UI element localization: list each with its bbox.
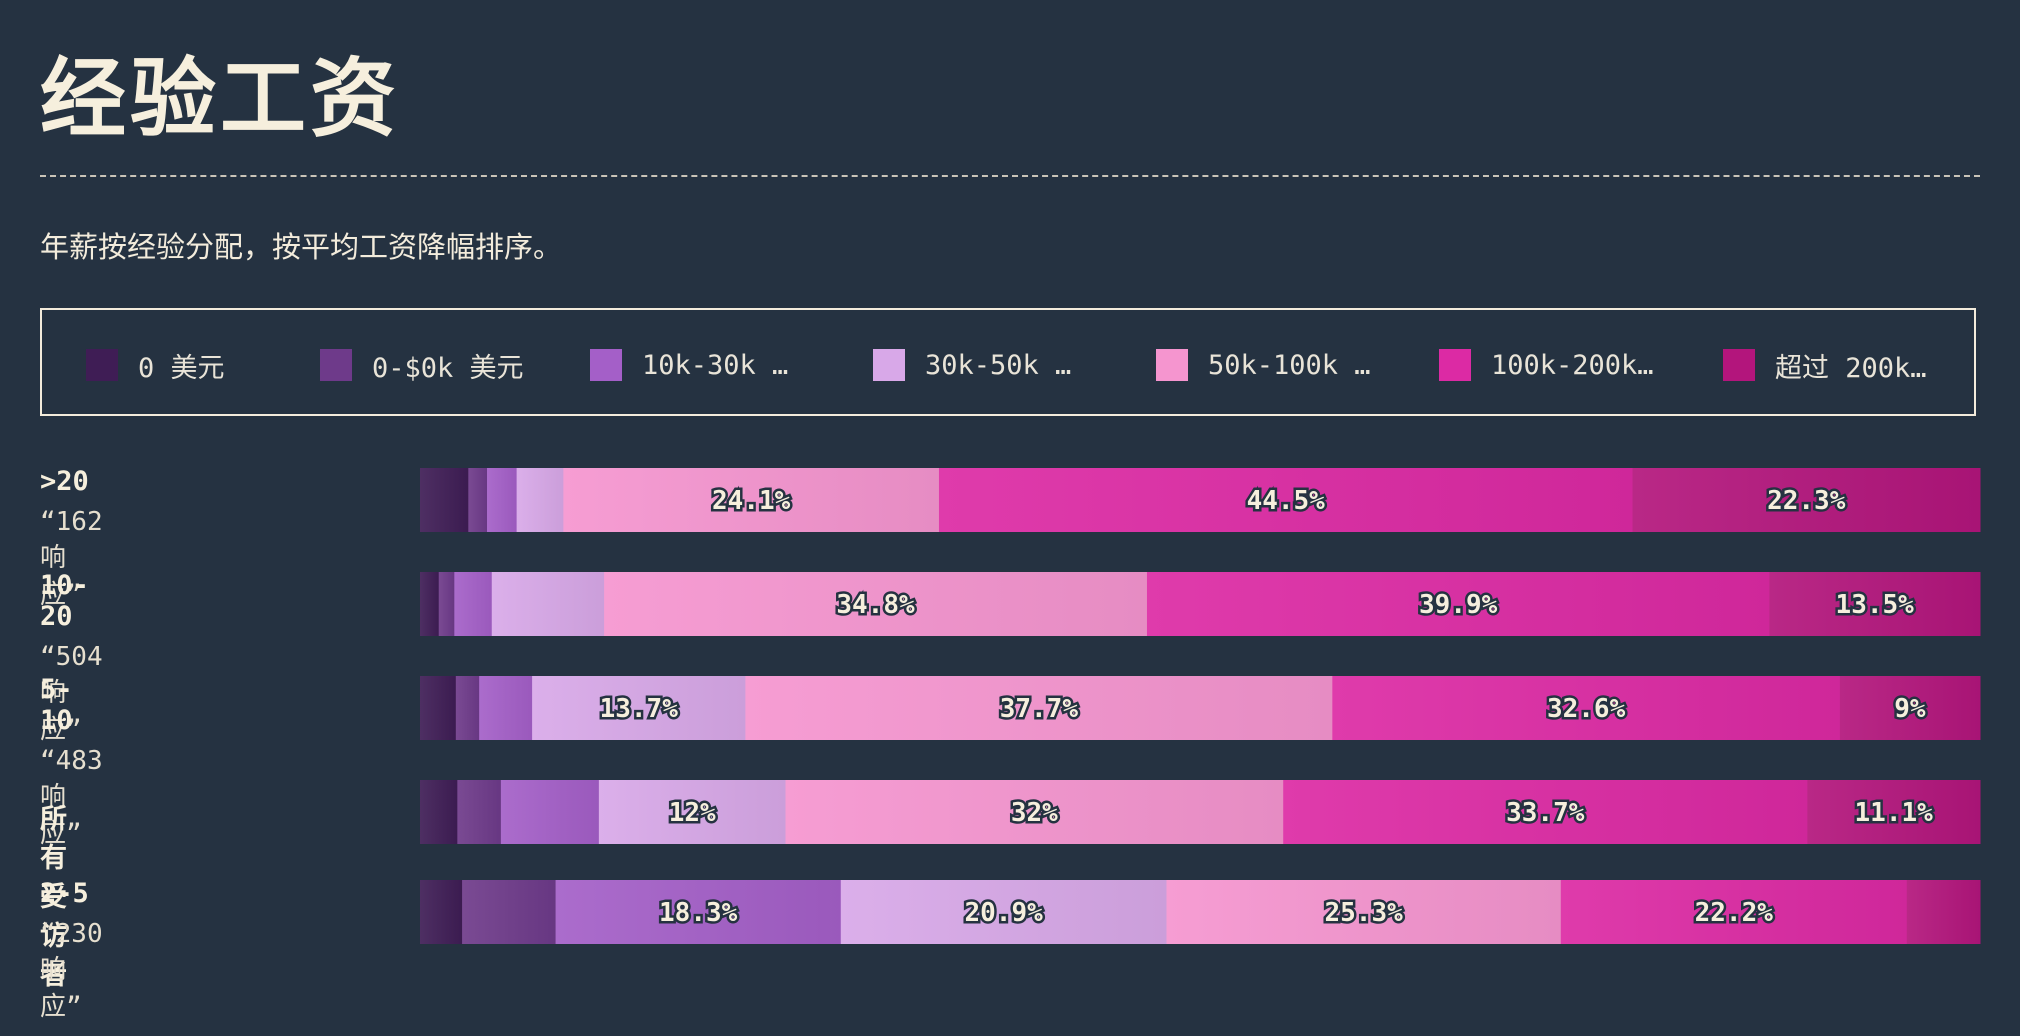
- bar-segment: [598, 780, 786, 844]
- row-label-2-5: 2-5 “230响应”: [40, 878, 103, 1023]
- legend-item-0: 0 美元: [86, 348, 225, 384]
- legend-item-6: 超过 200k…: [1723, 348, 1927, 384]
- data-label: 12%: [669, 798, 716, 828]
- data-label: 22.3%: [1767, 486, 1846, 516]
- data-label: 33.7%: [1506, 798, 1585, 828]
- bar-segment: [420, 780, 458, 844]
- row-category: 5-10: [40, 674, 73, 736]
- row-label-5-10: 5-10 “483响应”: [40, 674, 103, 850]
- bar-segment: [420, 676, 457, 740]
- legend-item-5: 100k-200k…: [1439, 348, 1654, 382]
- bar-segment: [532, 676, 746, 740]
- bar-segment: [785, 780, 1284, 844]
- data-label: 39.9%: [1419, 590, 1498, 620]
- bar-segment: [1839, 676, 1981, 740]
- legend-swatch: [590, 349, 622, 381]
- legend-label: 100k-200k…: [1491, 349, 1654, 381]
- row-label-over-20: >20 “162响应”: [40, 466, 103, 611]
- row-category: >20: [40, 466, 89, 497]
- legend-label: 0-$0k 美元: [372, 352, 524, 384]
- legend-item-3: 30k-50k …: [873, 348, 1071, 382]
- chart-subtitle: 年薪按经验分配，按平均工资降幅排序。: [40, 230, 563, 264]
- legend-swatch: [86, 349, 118, 381]
- data-label: 18.3%: [659, 898, 738, 928]
- bar-segment: [420, 572, 440, 636]
- bar-segment: [457, 780, 502, 844]
- legend-item-4: 50k-100k …: [1156, 348, 1371, 382]
- legend-label: 30k-50k …: [925, 349, 1072, 381]
- data-label: 20.9%: [964, 898, 1043, 928]
- row-category: 2-5: [40, 878, 89, 909]
- legend-swatch: [1156, 349, 1188, 381]
- bar-segment: [563, 468, 940, 532]
- bar-segment: [455, 676, 480, 740]
- legend-label: 50k-100k …: [1208, 349, 1371, 381]
- bar-segment: [1560, 880, 1908, 944]
- data-label: 44.5%: [1247, 486, 1326, 516]
- data-label: 32.6%: [1547, 694, 1626, 724]
- row-response-count: “230响应”: [40, 919, 103, 1022]
- bar-segment: [1146, 572, 1770, 636]
- bar-segment: [468, 468, 488, 532]
- bar-segment: [479, 676, 533, 740]
- bar-segment: [604, 572, 1148, 636]
- legend-label: 10k-30k …: [642, 349, 789, 381]
- row-category: 10-20: [40, 570, 89, 632]
- legend-swatch: [873, 349, 905, 381]
- legend-swatch: [1439, 349, 1471, 381]
- bar-segment: [1906, 880, 1981, 944]
- bar-segment: [938, 468, 1633, 532]
- data-label: 9%: [1894, 694, 1926, 724]
- legend-item-2: 10k-30k …: [590, 348, 788, 382]
- bar-segment: [487, 468, 518, 532]
- data-label: 37.7%: [1000, 694, 1079, 724]
- bar-segment: [500, 780, 600, 844]
- legend-swatch: [1723, 349, 1755, 381]
- bar-segment: [491, 572, 605, 636]
- bar-segment: [1332, 676, 1841, 740]
- row-label-10-20: 10-20 “504响应”: [40, 570, 103, 746]
- bar-segment: [516, 468, 564, 532]
- title-divider: [40, 175, 1980, 177]
- row-response-count: “483响应”: [40, 746, 103, 849]
- data-label: 11.1%: [1855, 798, 1934, 828]
- bar-segment: [1283, 780, 1808, 844]
- legend-label: 超过 200k…: [1775, 352, 1927, 384]
- bar-segment: [840, 880, 1167, 944]
- data-label: 13.5%: [1836, 590, 1915, 620]
- legend-label: 0 美元: [138, 352, 225, 384]
- legend-item-1: 0-$0k 美元: [320, 348, 524, 384]
- row-category: 所有受访者: [40, 804, 67, 991]
- bar-segment: [420, 880, 463, 944]
- row-label-all-respondents: 所有受访者: [40, 797, 67, 992]
- data-label: 13.7%: [600, 694, 679, 724]
- data-label: 32%: [1011, 798, 1058, 828]
- bar-segment: [1632, 468, 1981, 532]
- data-label: 22.2%: [1695, 898, 1774, 928]
- bar-segment: [438, 572, 455, 636]
- bar-segment: [1166, 880, 1562, 944]
- bar-segment: [745, 676, 1333, 740]
- bar-segment: [1807, 780, 1981, 844]
- row-response-count: “162响应”: [40, 507, 103, 610]
- bar-segment: [462, 880, 557, 944]
- bar-segment: [420, 468, 469, 532]
- bar-segment: [454, 572, 493, 636]
- bar-segment: [555, 880, 842, 944]
- data-label: 24.1%: [712, 486, 791, 516]
- data-label: 25.3%: [1324, 898, 1403, 928]
- legend: 0 美元 0-$0k 美元 10k-30k … 30k-50k … 50k-10…: [40, 308, 1976, 416]
- data-label: 34.8%: [836, 590, 915, 620]
- row-response-count: “504响应”: [40, 642, 103, 745]
- legend-swatch: [320, 349, 352, 381]
- page-title: 经验工资: [40, 49, 400, 149]
- bar-segment: [1769, 572, 1981, 636]
